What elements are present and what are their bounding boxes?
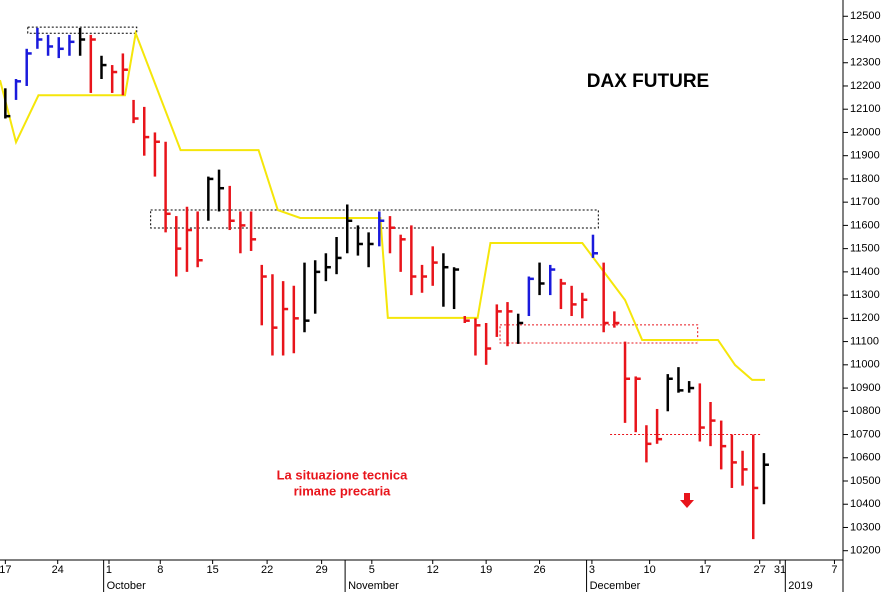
y-tick-label: 12500 (850, 10, 881, 22)
x-tick-label: 31 (774, 564, 786, 576)
stop-line (0, 29, 766, 381)
month-label: October (107, 580, 146, 592)
y-tick-label: 11100 (850, 335, 879, 347)
x-tick-label: 5 (369, 564, 375, 576)
down-arrow (680, 493, 694, 508)
x-tick-label: 17 (699, 564, 711, 576)
y-tick-label: 10500 (850, 475, 881, 487)
y-tick-label: 11700 (850, 196, 880, 208)
x-tick-label: 1 (106, 564, 112, 576)
y-tick-label: 11400 (850, 266, 880, 278)
x-tick-label: 8 (157, 564, 163, 576)
month-label: 2019 (788, 580, 812, 592)
x-tick-label: 17 (0, 564, 11, 576)
x-tick-label: 26 (533, 564, 545, 576)
y-tick-label: 10300 (850, 521, 881, 533)
x-tick-label: 22 (261, 564, 273, 576)
x-tick-label: 10 (643, 564, 655, 576)
y-tick-label: 10900 (850, 382, 881, 394)
y-tick-label: 10200 (850, 545, 881, 557)
chart-title: DAX FUTURE (587, 71, 709, 92)
annotation: rimane precaria (294, 483, 392, 498)
x-tick-label: 12 (427, 564, 439, 576)
y-tick-label: 11800 (850, 173, 880, 185)
y-tick-label: 11000 (850, 359, 880, 371)
y-tick-label: 12100 (850, 103, 881, 115)
y-tick-label: 10800 (850, 405, 881, 417)
y-tick-label: 12400 (850, 33, 881, 45)
level-zone (150, 209, 599, 229)
x-tick-label: 29 (315, 564, 327, 576)
y-tick-label: 12000 (850, 126, 881, 138)
x-tick-label: 27 (754, 564, 766, 576)
y-tick-label: 11300 (850, 289, 880, 301)
x-tick-label: 19 (480, 564, 492, 576)
y-tick-label: 11600 (850, 219, 880, 231)
x-tick-label: 3 (589, 564, 595, 576)
y-tick-label: 11200 (850, 312, 880, 324)
annotation: La situazione tecnica (277, 467, 409, 482)
y-tick-label: 10700 (850, 428, 881, 440)
y-tick-label: 12300 (850, 57, 881, 69)
y-tick-label: 10400 (850, 498, 881, 510)
level-zone (27, 26, 138, 34)
x-tick-label: 15 (206, 564, 218, 576)
y-tick-label: 11500 (850, 243, 880, 255)
x-tick-label: 7 (831, 564, 837, 576)
month-label: December (590, 580, 641, 592)
y-tick-label: 12200 (850, 80, 881, 92)
month-label: November (348, 580, 399, 592)
y-tick-label: 11900 (850, 150, 880, 162)
y-tick-label: 10600 (850, 452, 881, 464)
x-tick-label: 24 (52, 564, 64, 576)
